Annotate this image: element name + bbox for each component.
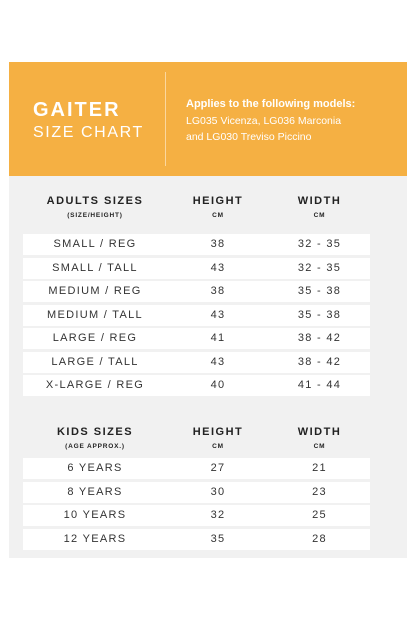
table-row: LARGE / TALL 43 38 - 42 <box>23 351 370 373</box>
height-cell: 41 <box>210 332 226 344</box>
size-cell: 8 YEARS <box>67 485 123 498</box>
size-cell: 12 YEARS <box>63 532 127 545</box>
kids-width-header: WIDTH <box>297 426 342 438</box>
header-divider <box>165 72 166 166</box>
width-cell: 35 - 38 <box>297 308 342 321</box>
width-cell: 21 <box>312 462 327 474</box>
table-row: X-LARGE / REG 40 41 - 44 <box>23 375 370 396</box>
size-cell: 6 YEARS <box>67 462 123 474</box>
adults-height-header: HEIGHT <box>192 195 244 207</box>
kids-height-header: HEIGHT <box>192 426 244 438</box>
size-cell: MEDIUM / REG <box>48 285 142 297</box>
kids-height-unit: CM <box>212 443 224 450</box>
chart-title: GAITER <box>33 99 121 121</box>
table-row: SMALL / TALL 43 32 - 35 <box>23 257 370 279</box>
kids-size-subheader: (AGE APPROX.) <box>65 443 125 450</box>
models-line-2: and LG030 Treviso Piccino <box>186 131 312 143</box>
size-cell: SMALL / TALL <box>52 261 138 274</box>
size-cell: LARGE / TALL <box>51 355 139 368</box>
width-cell: 25 <box>312 509 327 521</box>
chart-subtitle: SIZE CHART <box>33 124 144 141</box>
kids-size-header: KIDS SIZES <box>56 426 134 438</box>
table-row: MEDIUM / REG 38 35 - 38 <box>23 281 370 302</box>
height-cell: 43 <box>210 355 226 368</box>
table-row: MEDIUM / TALL 43 35 - 38 <box>23 304 370 326</box>
width-cell: 41 - 44 <box>297 379 342 391</box>
width-cell: 35 - 38 <box>297 285 342 297</box>
width-cell: 32 - 35 <box>297 238 342 250</box>
width-cell: 38 - 42 <box>297 332 342 344</box>
chart-header: GAITER SIZE CHART Applies to the followi… <box>9 62 407 176</box>
table-row: SMALL / REG 38 32 - 35 <box>23 234 370 255</box>
height-cell: 38 <box>210 285 226 297</box>
height-cell: 43 <box>210 261 226 274</box>
adults-height-unit: CM <box>212 212 224 219</box>
size-cell: MEDIUM / TALL <box>47 308 143 321</box>
applies-label: Applies to the following models: <box>186 98 356 110</box>
table-row: 10 YEARS 32 25 <box>23 505 370 526</box>
size-cell: SMALL / REG <box>53 238 137 250</box>
height-cell: 32 <box>210 509 226 521</box>
height-cell: 35 <box>210 532 226 545</box>
width-cell: 28 <box>312 532 327 545</box>
table-row: 6 YEARS 27 21 <box>23 458 370 479</box>
height-cell: 30 <box>210 485 226 498</box>
adults-size-header: ADULTS SIZES <box>46 195 144 207</box>
models-line-1: LG035 Vicenza, LG036 Marconia <box>186 115 342 127</box>
width-cell: 23 <box>312 485 327 498</box>
table-row: 8 YEARS 30 23 <box>23 481 370 503</box>
height-cell: 43 <box>210 308 226 321</box>
adults-width-header: WIDTH <box>297 195 342 207</box>
size-cell: LARGE / REG <box>52 332 138 344</box>
table-row: 12 YEARS 35 28 <box>23 528 370 550</box>
adults-width-unit: CM <box>313 212 326 219</box>
size-chart-card: GAITER SIZE CHART Applies to the followi… <box>9 62 407 558</box>
table-row: LARGE / REG 41 38 - 42 <box>23 328 370 349</box>
size-cell: X-LARGE / REG <box>45 379 145 391</box>
width-cell: 32 - 35 <box>297 261 342 274</box>
size-cell: 10 YEARS <box>63 509 127 521</box>
height-cell: 27 <box>210 462 226 474</box>
adults-size-subheader: (SIZE/HEIGHT) <box>67 212 123 219</box>
kids-width-unit: CM <box>313 443 326 450</box>
height-cell: 38 <box>210 238 226 250</box>
width-cell: 38 - 42 <box>297 355 342 368</box>
height-cell: 40 <box>210 379 226 391</box>
